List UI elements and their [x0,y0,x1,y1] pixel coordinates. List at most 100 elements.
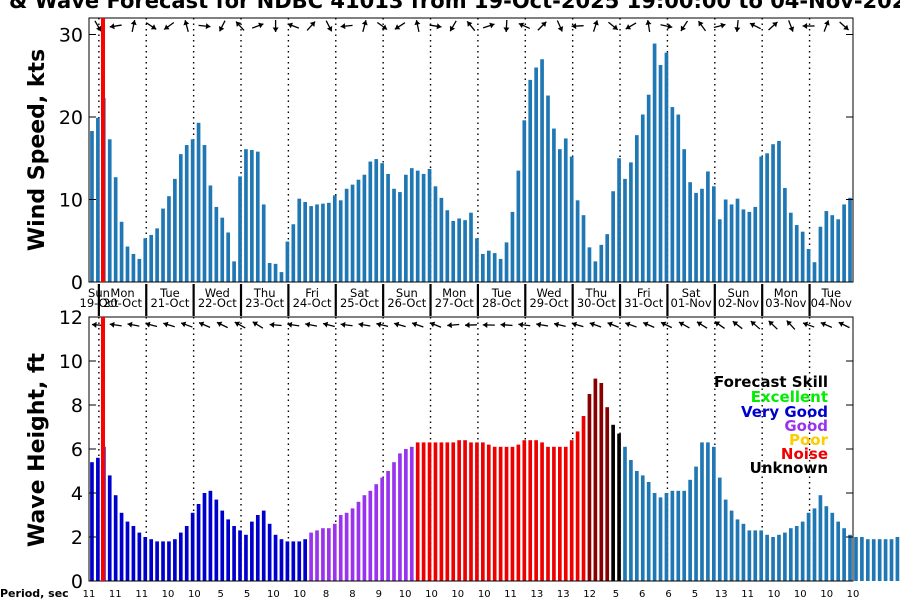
wave-tick-label: 4 [71,483,83,505]
wave-bar [380,477,384,581]
direction-arrow-icon [414,19,421,33]
wind-bar [285,241,290,282]
wave-bar [386,471,390,581]
wind-bar [575,200,580,282]
wind-bar [812,262,817,282]
wave-bar [605,407,610,581]
wave-bar [421,442,426,581]
period-value: 11 [109,589,122,600]
direction-arrow-icon [660,321,673,329]
wave-bar [563,446,568,581]
wind-bar [688,182,692,282]
wave-bar [261,510,266,581]
wind-tick-label: 0 [71,272,83,294]
direction-arrow-icon [518,22,531,30]
direction-arrow-icon [680,20,689,32]
direction-arrow-icon [536,321,549,328]
wave-bar [569,440,574,581]
wave-bar [184,526,189,581]
wind-bar [178,154,183,283]
wind-bar [717,219,722,282]
wind-bar [634,135,639,282]
wind-bar [232,261,236,283]
wave-bar [700,442,704,581]
direction-arrow-icon [340,321,353,328]
legend-good: Good [784,417,828,435]
direction-arrow-icon [537,21,547,31]
day-date-label: 01-Nov [671,296,712,310]
wind-panel: 0 10 20 30 Wind Speed, kts [25,17,854,294]
day-of-week-label: Wed [536,286,561,300]
day-labels: Sun19-OctMon20-OctTue21-OctWed22-OctThu2… [80,284,852,316]
wind-bar [196,122,201,282]
wind-bar [569,156,574,282]
wind-bar [131,253,136,282]
direction-arrow-icon [713,22,726,29]
day-date-label: 23-Oct [245,296,284,310]
wave-plot-frame [88,316,854,582]
period-value: 10 [847,589,860,600]
wave-bar [860,537,864,581]
wind-bar [113,177,118,282]
direction-arrow-icon [251,22,264,29]
wave-bar [315,530,319,581]
wind-bar [315,204,319,282]
wave-bar [670,490,675,581]
wind-bar [593,261,598,283]
period-value: 10 [188,589,201,600]
period-value: 5 [613,589,619,600]
wave-bar [552,446,556,581]
wind-bar [640,114,645,282]
wind-bar [711,186,716,282]
day-date-label: 24-Oct [293,296,332,310]
wave-bar [291,541,296,581]
wind-bar [788,212,793,282]
wave-bar [404,449,408,581]
legend-excellent: Excellent [751,388,828,406]
day-date-label: 30-Oct [577,296,616,310]
wave-bar [682,490,687,581]
wind-bar [682,149,687,282]
direction-arrow-icon [447,322,460,329]
direction-arrow-icon [127,321,140,328]
forecast-skill-legend: Forecast Skill Excellent Very Good Good … [714,373,829,477]
wind-bar [486,250,491,282]
wind-bar [818,226,823,282]
period-value: 12 [583,589,596,600]
wave-bar [652,493,657,581]
day-date-label: 27-Oct [435,296,474,310]
wave-bar [362,495,367,581]
direction-arrow-icon [287,321,300,328]
wind-bar [771,144,775,282]
wave-bar [558,446,562,581]
wave-bar [469,442,473,581]
wave-bar [344,512,349,581]
wind-bar [297,198,302,282]
period-value: 5 [692,589,698,600]
wave-bar [368,490,373,581]
wave-bar [611,424,615,581]
chart-title: & Wave Forecast for NDBC 41013 from 19-O… [9,0,900,13]
wave-bar [824,506,829,581]
wind-bar [119,221,124,282]
wave-bar [208,490,213,581]
period-value: 10 [794,589,807,600]
wind-bar [398,192,402,282]
wind-bar [706,171,710,282]
wave-bar [90,462,94,581]
wave-bar [327,528,331,581]
direction-arrow-icon [768,320,778,330]
wave-bar [214,499,219,581]
direction-arrow-icon [361,20,368,32]
wave-bar [717,477,722,581]
wave-bar [297,541,302,581]
day-of-week-label: Wed [205,286,230,300]
period-axis-label: Period, sec [0,587,69,600]
day-date-label: 03-Nov [765,296,806,310]
wind-bar [392,188,396,282]
period-value: 10 [162,589,175,600]
direction-arrow-icon [358,321,371,328]
wave-bar [788,528,793,581]
wind-bar [765,153,769,282]
wind-bar [558,149,562,282]
